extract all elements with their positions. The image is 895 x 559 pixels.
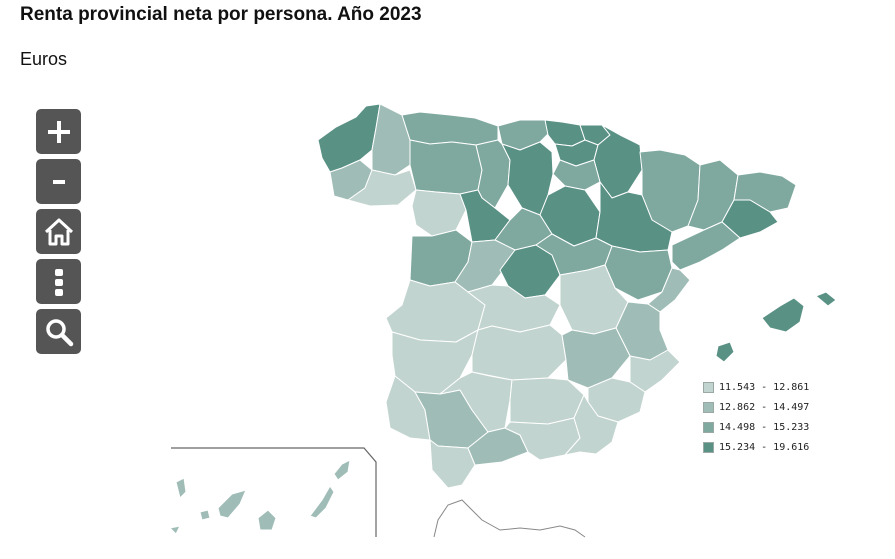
legend-label: 15.234 - 19.616 (719, 441, 810, 453)
province-tarragona[interactable] (671, 221, 741, 271)
legend-label: 14.498 - 15.233 (719, 421, 810, 433)
province-tenerife[interactable] (217, 489, 247, 519)
province-ourense[interactable] (347, 169, 417, 207)
zoom-out-button[interactable] (36, 159, 81, 204)
map-legend: 11.543 - 12.861 12.862 - 14.497 14.498 -… (703, 377, 809, 457)
province-ibiza[interactable] (715, 341, 735, 363)
search-button[interactable] (36, 309, 81, 354)
legend-label: 12.862 - 14.497 (719, 401, 810, 413)
page-title: Renta provincial neta por persona. Año 2… (20, 4, 422, 25)
magnifier-icon (45, 318, 73, 346)
zoom-in-button[interactable] (36, 109, 81, 154)
province-lanzarote[interactable] (333, 459, 351, 481)
province-bizkaia[interactable] (544, 119, 586, 147)
home-button[interactable] (36, 209, 81, 254)
province-fuerteventura[interactable] (309, 485, 335, 519)
province-palencia[interactable] (475, 139, 511, 209)
province-guadalajara[interactable] (535, 233, 613, 276)
province-gran-canaria[interactable] (257, 509, 277, 531)
legend-swatch (703, 441, 714, 453)
legend-item: 11.543 - 12.861 (703, 377, 809, 397)
province-menorca[interactable] (815, 291, 837, 307)
minus-icon (52, 179, 65, 184)
province-leon[interactable] (409, 139, 483, 195)
province-albacete[interactable] (561, 327, 631, 389)
north-africa-outline (433, 499, 586, 538)
legend-swatch (703, 381, 714, 393)
legend-swatch (703, 401, 714, 413)
legend-swatch (703, 421, 714, 433)
province-asturias[interactable] (401, 111, 499, 146)
map-subtitle: Euros (20, 49, 68, 69)
province-a-coruna[interactable] (317, 103, 381, 173)
vertical-dots-icon (54, 268, 63, 296)
legend-label: 11.543 - 12.861 (719, 381, 810, 393)
map-toolbar (36, 109, 81, 359)
province-ciudad-real[interactable] (471, 324, 567, 381)
province-zaragoza[interactable] (595, 181, 673, 253)
province-mallorca[interactable] (761, 297, 805, 333)
legend-item: 14.498 - 15.233 (703, 417, 809, 437)
province-la-rioja[interactable] (552, 159, 601, 191)
home-icon (44, 218, 73, 245)
province-toledo[interactable] (467, 284, 561, 333)
legend-item: 15.234 - 19.616 (703, 437, 809, 457)
province-el-hierro[interactable] (169, 525, 181, 535)
province-cadiz[interactable] (429, 439, 476, 489)
canarias-inset-frame (171, 447, 377, 537)
legend-item: 12.862 - 14.497 (703, 397, 809, 417)
province-la-gomera[interactable] (199, 509, 211, 521)
plus-icon (47, 120, 70, 143)
province-la-palma[interactable] (175, 477, 187, 499)
province-zamora[interactable] (411, 189, 467, 237)
province-jaen[interactable] (509, 377, 585, 425)
menu-button[interactable] (36, 259, 81, 304)
province-almeria[interactable] (564, 394, 619, 456)
